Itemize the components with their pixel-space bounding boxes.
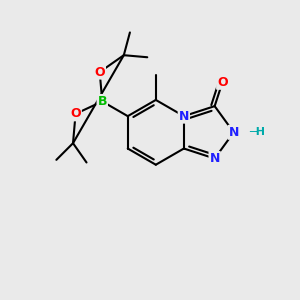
Text: B: B <box>98 95 107 108</box>
Text: N: N <box>209 152 220 165</box>
Text: O: O <box>70 107 81 120</box>
Text: O: O <box>217 76 228 89</box>
Text: ─H: ─H <box>249 127 265 137</box>
Text: N: N <box>179 110 189 123</box>
Text: N: N <box>229 126 239 139</box>
Text: O: O <box>94 66 105 79</box>
